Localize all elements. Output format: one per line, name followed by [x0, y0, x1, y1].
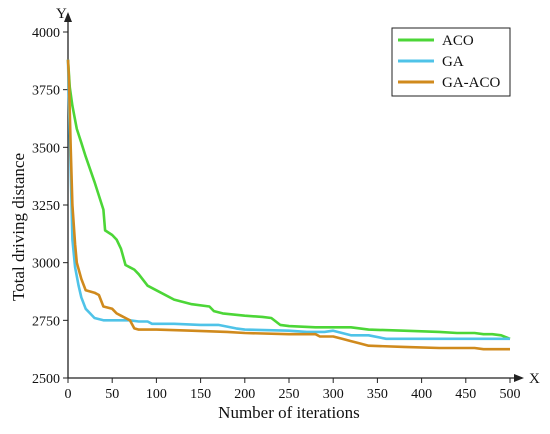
x-axis-arrow — [514, 374, 524, 382]
x-tick-label: 450 — [455, 387, 476, 402]
x-axis-letter: X — [529, 371, 540, 387]
x-tick-label: 150 — [190, 387, 211, 402]
y-tick-label: 3750 — [32, 84, 60, 99]
y-tick-label: 2750 — [32, 314, 60, 329]
y-axis-letter: Y — [56, 6, 67, 22]
x-tick-label: 0 — [65, 387, 72, 402]
x-tick-label: 100 — [146, 387, 167, 402]
x-tick-label: 200 — [234, 387, 255, 402]
y-tick-label: 3000 — [32, 257, 60, 272]
legend-label-ga: GA — [442, 54, 464, 70]
x-tick-label: 400 — [411, 387, 432, 402]
legend: ACO GA GA-ACO — [391, 27, 511, 97]
y-tick-label: 2500 — [32, 372, 60, 387]
axis-titles: Number of iterations Total driving dista… — [9, 6, 540, 422]
x-tick-label: 300 — [323, 387, 344, 402]
series-line-ga — [66, 59, 510, 341]
series-line-ga-aco — [66, 59, 510, 351]
y-tick-label: 4000 — [32, 26, 60, 41]
y-axis-title: Total driving distance — [9, 153, 28, 301]
legend-label-ga-aco: GA-ACO — [442, 75, 500, 91]
x-tick-label: 500 — [500, 387, 521, 402]
y-axis-arrow — [64, 12, 72, 22]
series-line-aco — [66, 59, 511, 341]
ticks: 0 50 100 150 200 250 300 350 400 450 500 2500 2750 30… — [32, 26, 521, 402]
x-tick-label: 50 — [105, 387, 119, 402]
series-lines — [66, 59, 511, 351]
x-tick-label: 250 — [279, 387, 300, 402]
legend-label-aco: ACO — [442, 33, 474, 49]
y-tick-label: 3500 — [32, 141, 60, 156]
y-tick-label: 3250 — [32, 199, 60, 214]
x-tick-label: 350 — [367, 387, 388, 402]
x-axis-title: Number of iterations — [218, 403, 360, 422]
